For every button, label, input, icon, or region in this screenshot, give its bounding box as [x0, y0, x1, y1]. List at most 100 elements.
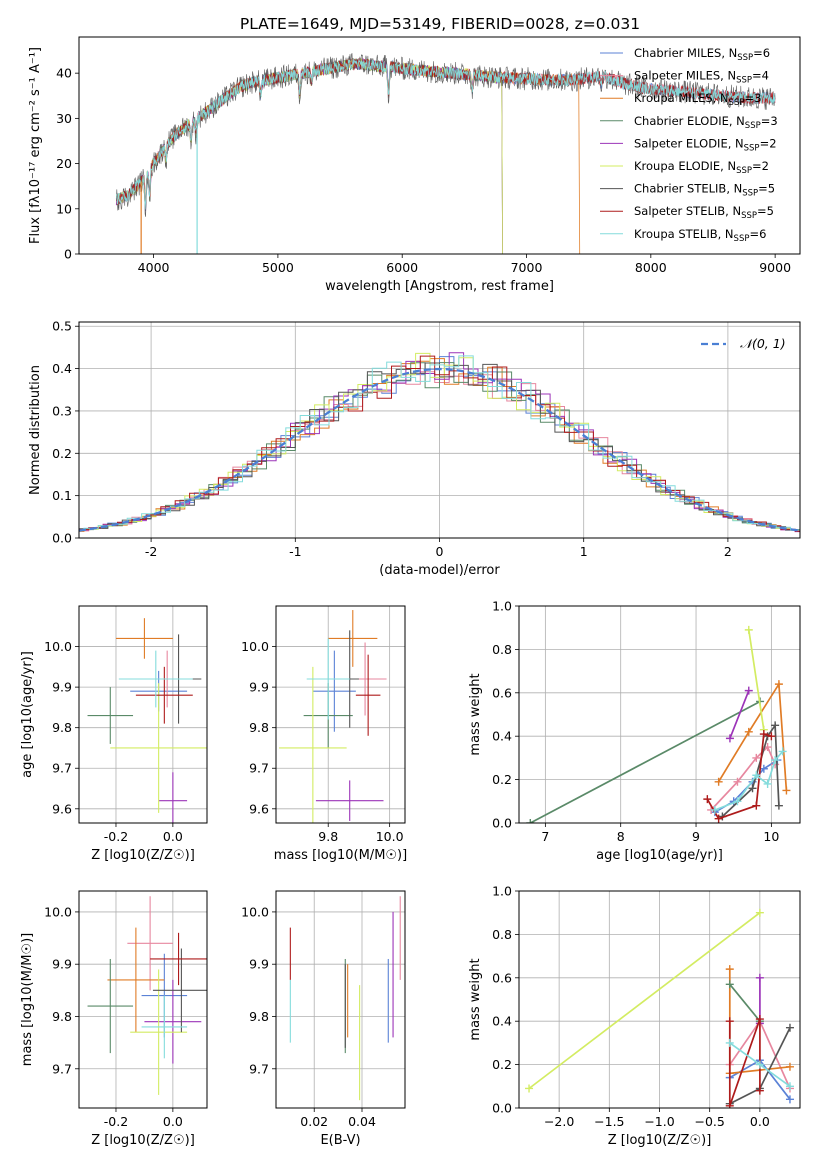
spectrum-series-8 — [115, 58, 776, 210]
residuals-xtick-label-2: 0 — [436, 544, 444, 559]
age-vs-Z-xtick-label-0: -0.2 — [104, 829, 128, 844]
weight-vs-age-marker-4-1 — [744, 686, 753, 695]
residuals-ytick-label-3: 0.3 — [52, 403, 72, 418]
spectrum-legend-label-7: Salpeter STELIB, NSSP=5 — [634, 204, 774, 221]
weight-vs-age-marker-3-0 — [526, 819, 535, 823]
weight-vs-age-marker-7-0 — [703, 795, 712, 804]
residuals-ytick-label-4: 0.4 — [52, 361, 72, 376]
age-vs-Z-xtick-label-1: 0.0 — [163, 829, 183, 844]
weight-vs-age-marker-2-3 — [782, 786, 791, 795]
spectrum-xtick-label-1: 5000 — [262, 260, 294, 275]
weight-vs-age-xtick-label-3: 10 — [763, 829, 779, 844]
weight-vs-age-marker-6-4 — [774, 801, 783, 810]
panel-age-vs-mass: 9.8 10.0 9.6 9.7 9.8 9.9 10.0 mass [log10(M/M☉)… — [241, 605, 407, 863]
weight-vs-age-series-4 — [729, 690, 750, 739]
spectrum-legend-label-5: Kroupa ELODIE, NSSP=2 — [634, 159, 769, 176]
spectrum-legend-label-2: Kroupa MILES, NSSP=3 — [634, 91, 761, 108]
weight-vs-age-marker-6-3 — [771, 721, 780, 730]
residuals-ytick-label-0: 0.0 — [52, 531, 72, 546]
spectrum-xtick-label-2: 6000 — [386, 260, 418, 275]
residuals-gaussian-curve — [79, 367, 800, 532]
spectrum-legend-label-6: Chabrier STELIB, NSSP=5 — [634, 182, 775, 199]
residuals-hist-8 — [79, 355, 800, 531]
weight-vs-Z-marker-8-2 — [785, 1082, 794, 1091]
residuals-xtick-label-1: -1 — [289, 544, 301, 559]
weight-vs-age-marker-8-1 — [733, 797, 742, 806]
mass-vs-Z-xtick-label-1: 0.0 — [163, 1114, 183, 1129]
weight-vs-age-ytick-label-4: 0.8 — [492, 642, 512, 657]
weight-vs-Z-marker-3-0 — [725, 980, 734, 989]
mass-vs-Z-xlabel: Z [log10(Z/Z☉)] — [91, 1133, 195, 1148]
weight-vs-age-series-2 — [717, 681, 788, 791]
weight-vs-age-marker-2-2 — [774, 680, 783, 689]
weight-vs-age-marker-7-3 — [759, 730, 768, 739]
panel-age-vs-Z: -0.2 0.0 9.6 9.7 9.8 9.9 10.0 Z [log10(Z/Z☉)] ag… — [20, 605, 208, 863]
weight-vs-age-ytick-label-3: 0.6 — [492, 685, 512, 700]
panels: 4000 5000 6000 7000 8000 9000010203040wavelen… — [20, 36, 801, 1148]
weight-vs-Z-xtick-label-1: −1.5 — [594, 1114, 624, 1129]
weight-vs-Z-marker-7-2 — [755, 1015, 764, 1024]
spectrum-xtick-label-4: 8000 — [635, 260, 667, 275]
mass-vs-EBV-ytick-label-0: 9.7 — [249, 1061, 269, 1076]
age-vs-Z-frame — [78, 605, 208, 824]
panel-mass-vs-Z: -0.2 0.0 9.7 9.8 9.9 10.0 Z [log10(Z/Z☉)] mass … — [20, 890, 208, 1148]
weight-vs-age-marker-8-2 — [752, 771, 761, 780]
residuals-ytick-label-1: 0.1 — [52, 488, 72, 503]
mass-vs-Z-ytick-label-1: 9.8 — [52, 1009, 72, 1024]
residuals-xtick-label-4: 2 — [724, 544, 732, 559]
weight-vs-age-marker-7-2 — [752, 801, 761, 810]
age-vs-mass-ytick-label-0: 9.6 — [249, 801, 269, 816]
weight-vs-Z-marker-8-0 — [725, 1038, 734, 1047]
weight-vs-Z-ytick-label-3: 0.6 — [492, 970, 512, 985]
age-vs-mass-ytick-label-4: 10.0 — [241, 639, 269, 654]
spectrum-ylabel: Flux [fλ10⁻¹⁷ erg cm⁻² s⁻¹ A⁻¹] — [28, 47, 43, 244]
spectrum-legend-label-0: Chabrier MILES, NSSP=6 — [634, 46, 770, 63]
weight-vs-age-xtick-label-2: 9 — [692, 829, 700, 844]
residuals-legend-label: 𝒩(0, 1) — [740, 336, 786, 351]
weight-vs-Z-plot-area — [525, 908, 794, 1108]
spectrum-ytick-label-1: 10 — [56, 201, 72, 216]
weight-vs-age-ytick-label-2: 0.4 — [492, 729, 512, 744]
spectrum-plot-area — [115, 53, 776, 254]
weight-vs-Z-marker-7-3 — [755, 1086, 764, 1095]
panel-mass-vs-EBV: 0.02 0.04 9.7 9.8 9.9 10.0 E(B-V) — [241, 890, 406, 1148]
weight-vs-Z-marker-2-2 — [785, 1062, 794, 1071]
age-vs-mass-ytick-label-2: 9.8 — [249, 720, 269, 735]
mass-vs-Z-plot-area — [87, 896, 207, 1095]
spectrum-ytick-label-0: 0 — [64, 247, 72, 262]
weight-vs-age-ytick-label-1: 0.2 — [492, 772, 512, 787]
panel-residuals: -2 -1 0 1 2 0.0 0.1 0.2 0.3 0.4 0.5 (data-model)/er… — [28, 319, 801, 578]
weight-vs-age-marker-1-2 — [752, 753, 761, 762]
weight-vs-Z-marker-8-1 — [755, 1060, 764, 1069]
spectrum-ytick-label-4: 40 — [56, 66, 72, 81]
weight-vs-Z-xtick-label-2: −1.0 — [644, 1114, 674, 1129]
age-vs-Z-ytick-label-1: 9.7 — [52, 761, 72, 776]
weight-vs-Z-series-3 — [729, 983, 761, 1022]
weight-vs-Z-marker-0-2 — [785, 1095, 794, 1104]
residuals-xtick-label-3: 1 — [580, 544, 588, 559]
residuals-ytick-label-5: 0.5 — [52, 319, 72, 334]
age-vs-mass-frame — [275, 605, 406, 824]
spectrum-ytick-label-2: 20 — [56, 156, 72, 171]
age-vs-mass-xlabel: mass [log10(M/M☉)] — [274, 848, 407, 863]
mass-vs-Z-ytick-label-0: 9.7 — [52, 1061, 72, 1076]
weight-vs-age-marker-0-3 — [759, 764, 768, 773]
age-vs-Z-ytick-label-4: 10.0 — [44, 639, 72, 654]
age-vs-Z-xlabel: Z [log10(Z/Z☉)] — [91, 848, 195, 863]
residuals-xlabel: (data-model)/error — [379, 563, 500, 578]
weight-vs-Z-xtick-label-3: −0.5 — [694, 1114, 724, 1129]
weight-vs-age-series-5 — [747, 629, 765, 730]
weight-vs-age-marker-1-1 — [733, 777, 742, 786]
weight-vs-age-marker-7-4 — [767, 732, 776, 741]
age-vs-Z-plot-area — [87, 618, 207, 823]
weight-vs-Z-xtick-label-4: 0.0 — [750, 1114, 770, 1129]
spectrum-legend: Chabrier MILES, NSSP=6 Salpeter MILES, NS… — [600, 46, 778, 244]
age-vs-Z-ytick-label-2: 9.8 — [52, 720, 72, 735]
weight-vs-age-marker-8-4 — [771, 756, 780, 765]
weight-vs-age-marker-2-1 — [744, 727, 753, 736]
weight-vs-age-xlabel: age [log10(age/yr)] — [596, 848, 723, 863]
weight-vs-age-marker-4-0 — [725, 734, 734, 743]
spectrum-ytick-label-3: 30 — [56, 111, 72, 126]
spectrum-xtick-label-3: 7000 — [511, 260, 543, 275]
weight-vs-Z-xtick-label-0: −2.0 — [544, 1114, 574, 1129]
